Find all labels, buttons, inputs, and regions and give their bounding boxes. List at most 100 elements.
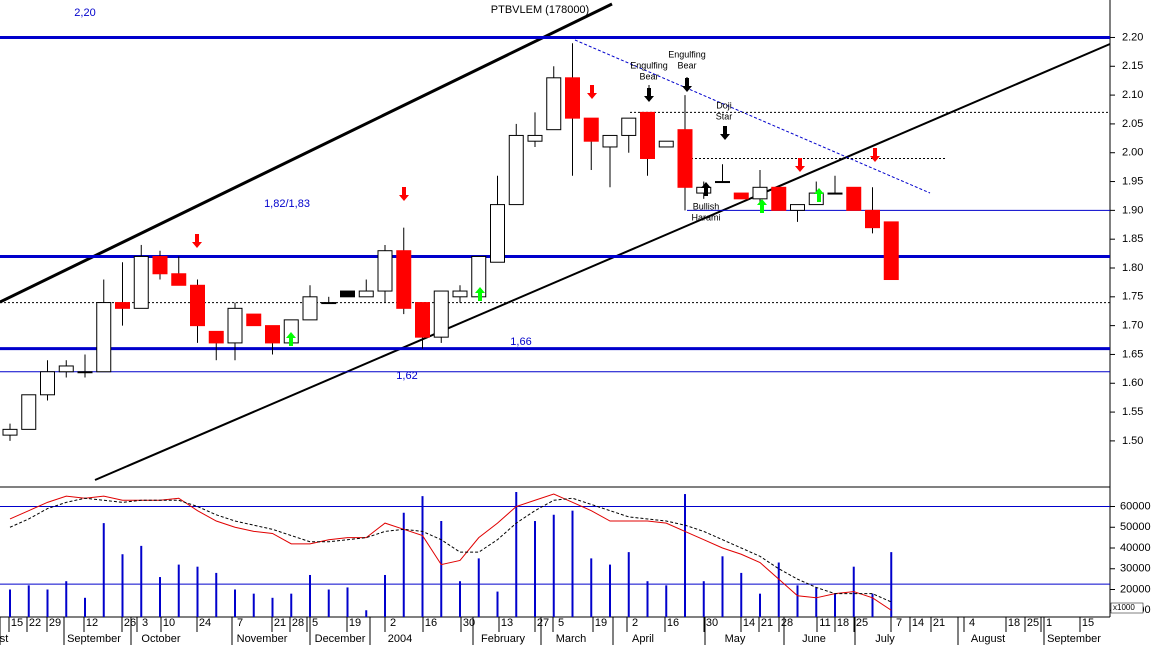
x-tick-label: 21	[933, 617, 945, 629]
x-tick-label: 3	[142, 617, 148, 629]
signal-arrow	[192, 234, 202, 248]
candle-body	[340, 290, 355, 298]
pattern-label: Bullish	[693, 201, 720, 211]
candle-body	[490, 204, 505, 263]
month-label: st	[0, 633, 8, 645]
candle-body	[377, 250, 393, 292]
candle-body	[546, 77, 562, 131]
level-label: 2,20	[74, 7, 95, 19]
x-tick-label: 14	[743, 617, 755, 629]
candle-body	[602, 134, 618, 148]
candle-body	[358, 290, 374, 298]
candle-body	[58, 365, 74, 373]
candle-body	[621, 117, 637, 136]
month-label: May	[725, 633, 746, 645]
signal-arrow	[399, 187, 409, 201]
x-tick-label: 13	[501, 617, 513, 629]
candle-body	[583, 117, 599, 142]
x-tick-label: 4	[969, 617, 975, 629]
candle-body	[715, 181, 730, 184]
x-tick-label: 2	[632, 617, 638, 629]
pattern-label: Harami	[691, 212, 720, 222]
x-tick-label: 18	[837, 617, 849, 629]
y-tick-label: 30000	[1120, 563, 1151, 575]
x-tick-label: 15	[1082, 617, 1094, 629]
y-tick-label: 2.20	[1122, 31, 1143, 43]
x-tick-label: 25	[1027, 617, 1039, 629]
month-label: July	[875, 633, 895, 645]
candle-body	[321, 302, 337, 305]
month-label: November	[237, 633, 288, 645]
x-tick-label: 7	[896, 617, 902, 629]
signal-arrow	[720, 126, 730, 140]
candle-body	[265, 325, 280, 344]
candle-body	[433, 290, 449, 338]
x-tick-label: 11	[819, 617, 830, 629]
signal-arrow	[475, 287, 485, 301]
x-tick-label: 30	[706, 617, 718, 629]
trend-line	[94, 43, 1111, 481]
trend-line	[0, 2, 613, 304]
candle-body	[658, 140, 674, 148]
level-label: 1,66	[510, 336, 531, 348]
x-tick-label: 7	[237, 617, 243, 629]
x-tick-label: 14	[912, 617, 924, 629]
candle-body	[865, 209, 880, 229]
month-label: December	[315, 633, 366, 645]
y-tick-label: 1.60	[1122, 377, 1143, 389]
y-tick-label: 20000	[1120, 583, 1151, 595]
y-tick-label: 1.95	[1122, 175, 1143, 187]
month-label: September	[1047, 633, 1101, 645]
candle-body	[396, 250, 412, 309]
y-tick-label: 2.00	[1122, 147, 1143, 159]
pattern-label: Bear	[677, 60, 696, 70]
level-label: 1,62	[396, 370, 417, 382]
x-tick-label: 19	[595, 617, 607, 629]
x-tick-label: 15	[11, 617, 23, 629]
x-tick-label: 24	[199, 617, 211, 629]
month-label: August	[971, 633, 1005, 645]
candle-body	[733, 192, 749, 200]
y-tick-label: 1.75	[1122, 291, 1143, 303]
x-tick-label: 1	[1046, 617, 1052, 629]
candle-body	[190, 284, 205, 327]
signal-arrow	[814, 188, 824, 202]
y-tick-label: 1.70	[1122, 320, 1143, 332]
y-tick-label: 1.55	[1122, 406, 1143, 418]
month-label: October	[141, 633, 180, 645]
y-tick-label: 1.65	[1122, 348, 1143, 360]
candle-body	[302, 296, 318, 321]
candle-body	[508, 134, 524, 206]
pattern-label: Engulfing	[668, 49, 706, 59]
x-tick-label: 5	[312, 617, 318, 629]
candle-body	[565, 77, 580, 119]
candle-body	[846, 186, 862, 211]
candle-body	[2, 428, 18, 436]
x-tick-label: 26	[124, 617, 136, 629]
x-tick-label: 16	[667, 617, 679, 629]
signal-arrow	[795, 158, 805, 172]
candle-body	[208, 330, 224, 344]
candle-body	[96, 302, 112, 373]
y-tick-label: 50000	[1120, 521, 1151, 533]
x-tick-label: 10	[163, 617, 175, 629]
y-tick-label: 1.50	[1122, 435, 1143, 447]
candle-body	[696, 186, 712, 194]
trend-line	[574, 39, 931, 194]
candle-body	[115, 302, 130, 309]
signal-arrow	[870, 148, 880, 162]
x-tick-label: 21	[761, 617, 773, 629]
pattern-label: Engulfing	[630, 60, 668, 70]
month-label: February	[481, 633, 526, 645]
signal-arrow	[286, 332, 296, 346]
x-tick-label: 16	[425, 617, 437, 629]
x-tick-label: 29	[49, 617, 61, 629]
y-tick-label: 1.90	[1122, 204, 1143, 216]
pattern-label: Star	[716, 111, 733, 121]
y-tick-label: 1.80	[1122, 262, 1143, 274]
candle-body	[40, 371, 55, 396]
candle-body	[227, 307, 243, 344]
y-tick-label: 60000	[1120, 500, 1151, 512]
y-tick-label: 2.05	[1122, 118, 1143, 130]
pattern-label: Doji	[716, 100, 732, 110]
